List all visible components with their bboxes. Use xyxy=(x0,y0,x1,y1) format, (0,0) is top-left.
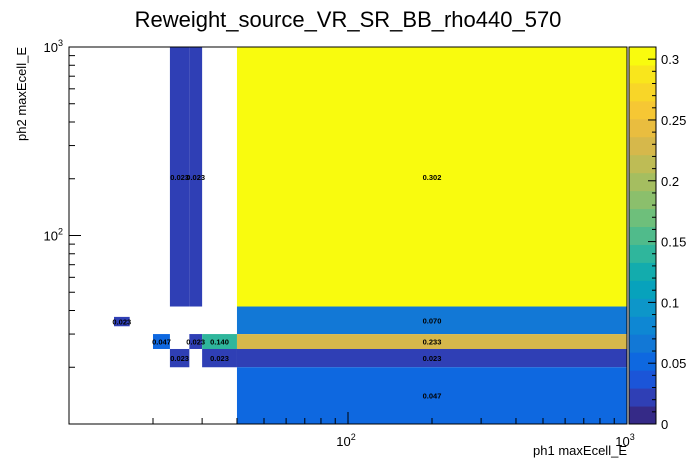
color-scale-swatch xyxy=(629,298,656,317)
heatmap-cell xyxy=(189,334,203,349)
heatmap-cell xyxy=(236,334,627,349)
color-scale-swatch xyxy=(629,82,656,102)
chart-title: Reweight_source_VR_SR_BB_rho440_570 xyxy=(135,7,562,32)
color-scale-swatch xyxy=(629,388,656,407)
color-scale-label: 0.1 xyxy=(661,295,679,310)
cell-value-label: 0.047 xyxy=(423,392,442,401)
color-scale-swatch xyxy=(629,352,656,371)
color-scale-label: 0 xyxy=(661,417,668,432)
cell-value-label: 0.140 xyxy=(210,338,229,347)
color-scale-label: 0.25 xyxy=(661,113,686,128)
cell-value-label: 0.233 xyxy=(423,338,442,347)
color-scale-swatch xyxy=(629,136,656,156)
color-scale-label: 0.3 xyxy=(661,52,679,67)
color-scale-swatch xyxy=(629,334,656,353)
heatmap-cell xyxy=(236,306,627,335)
y-tick-label: 103 xyxy=(44,38,63,55)
heatmap-cell xyxy=(202,348,237,368)
cell-value-label: 0.023 xyxy=(170,173,189,182)
heatmap-cell xyxy=(236,47,627,307)
heatmap-cell xyxy=(152,334,170,349)
color-scale-frame xyxy=(628,46,657,425)
color-scale-swatch xyxy=(629,172,656,192)
color-scale-bar: 0 0.05 0.1 0.15 0.2 0.25 0.3 xyxy=(628,46,686,432)
cell-value-label: 0.023 xyxy=(112,318,131,327)
x-axis-label: ph1 maxEcell_E xyxy=(533,443,627,458)
color-scale-label: 0.15 xyxy=(661,235,686,250)
color-scale-swatch xyxy=(629,208,656,228)
color-scale-swatch xyxy=(629,190,656,210)
color-scale-swatch xyxy=(629,64,656,84)
color-scale-label: 0.2 xyxy=(661,174,679,189)
heatmap-cell xyxy=(169,348,190,368)
cell-value-label: 0.023 xyxy=(170,354,189,363)
color-scale-swatch xyxy=(629,244,656,263)
x-tick-label: 103 xyxy=(615,432,634,449)
heatmap-cells xyxy=(114,47,627,424)
axes: 102 103 102 103 xyxy=(44,38,635,449)
cell-value-label: 0.023 xyxy=(423,354,442,363)
color-scale-swatch xyxy=(629,262,656,281)
cell-value-label: 0.023 xyxy=(186,173,205,182)
y-axis-label: ph2 maxEcell_E xyxy=(14,47,29,141)
cell-value-label: 0.047 xyxy=(152,338,171,347)
y-tick-label: 102 xyxy=(44,227,63,244)
color-scale-swatch xyxy=(629,316,656,335)
cell-value-label: 0.302 xyxy=(423,173,442,182)
color-scale-swatch xyxy=(629,226,656,245)
cell-value-label: 0.070 xyxy=(423,316,442,325)
heatmap-cell xyxy=(169,47,190,307)
color-scale-swatch xyxy=(629,47,656,66)
color-scale-swatch xyxy=(629,370,656,389)
color-scale-swatch xyxy=(629,100,656,120)
color-scale-swatch xyxy=(629,154,656,174)
heatmap-cell xyxy=(202,334,237,349)
heatmap-cell xyxy=(114,316,130,327)
heatmap-cell xyxy=(189,47,203,307)
x-tick-label: 102 xyxy=(336,432,355,449)
color-scale-label: 0.05 xyxy=(661,356,686,371)
cell-value-label: 0.023 xyxy=(210,354,229,363)
cell-value-label: 0.023 xyxy=(186,338,205,347)
heatmap-cell xyxy=(236,367,627,424)
color-scale-swatch xyxy=(629,118,656,138)
color-scale-swatch xyxy=(629,280,656,299)
heatmap-cell xyxy=(236,348,627,368)
color-scale-swatch xyxy=(629,406,656,425)
